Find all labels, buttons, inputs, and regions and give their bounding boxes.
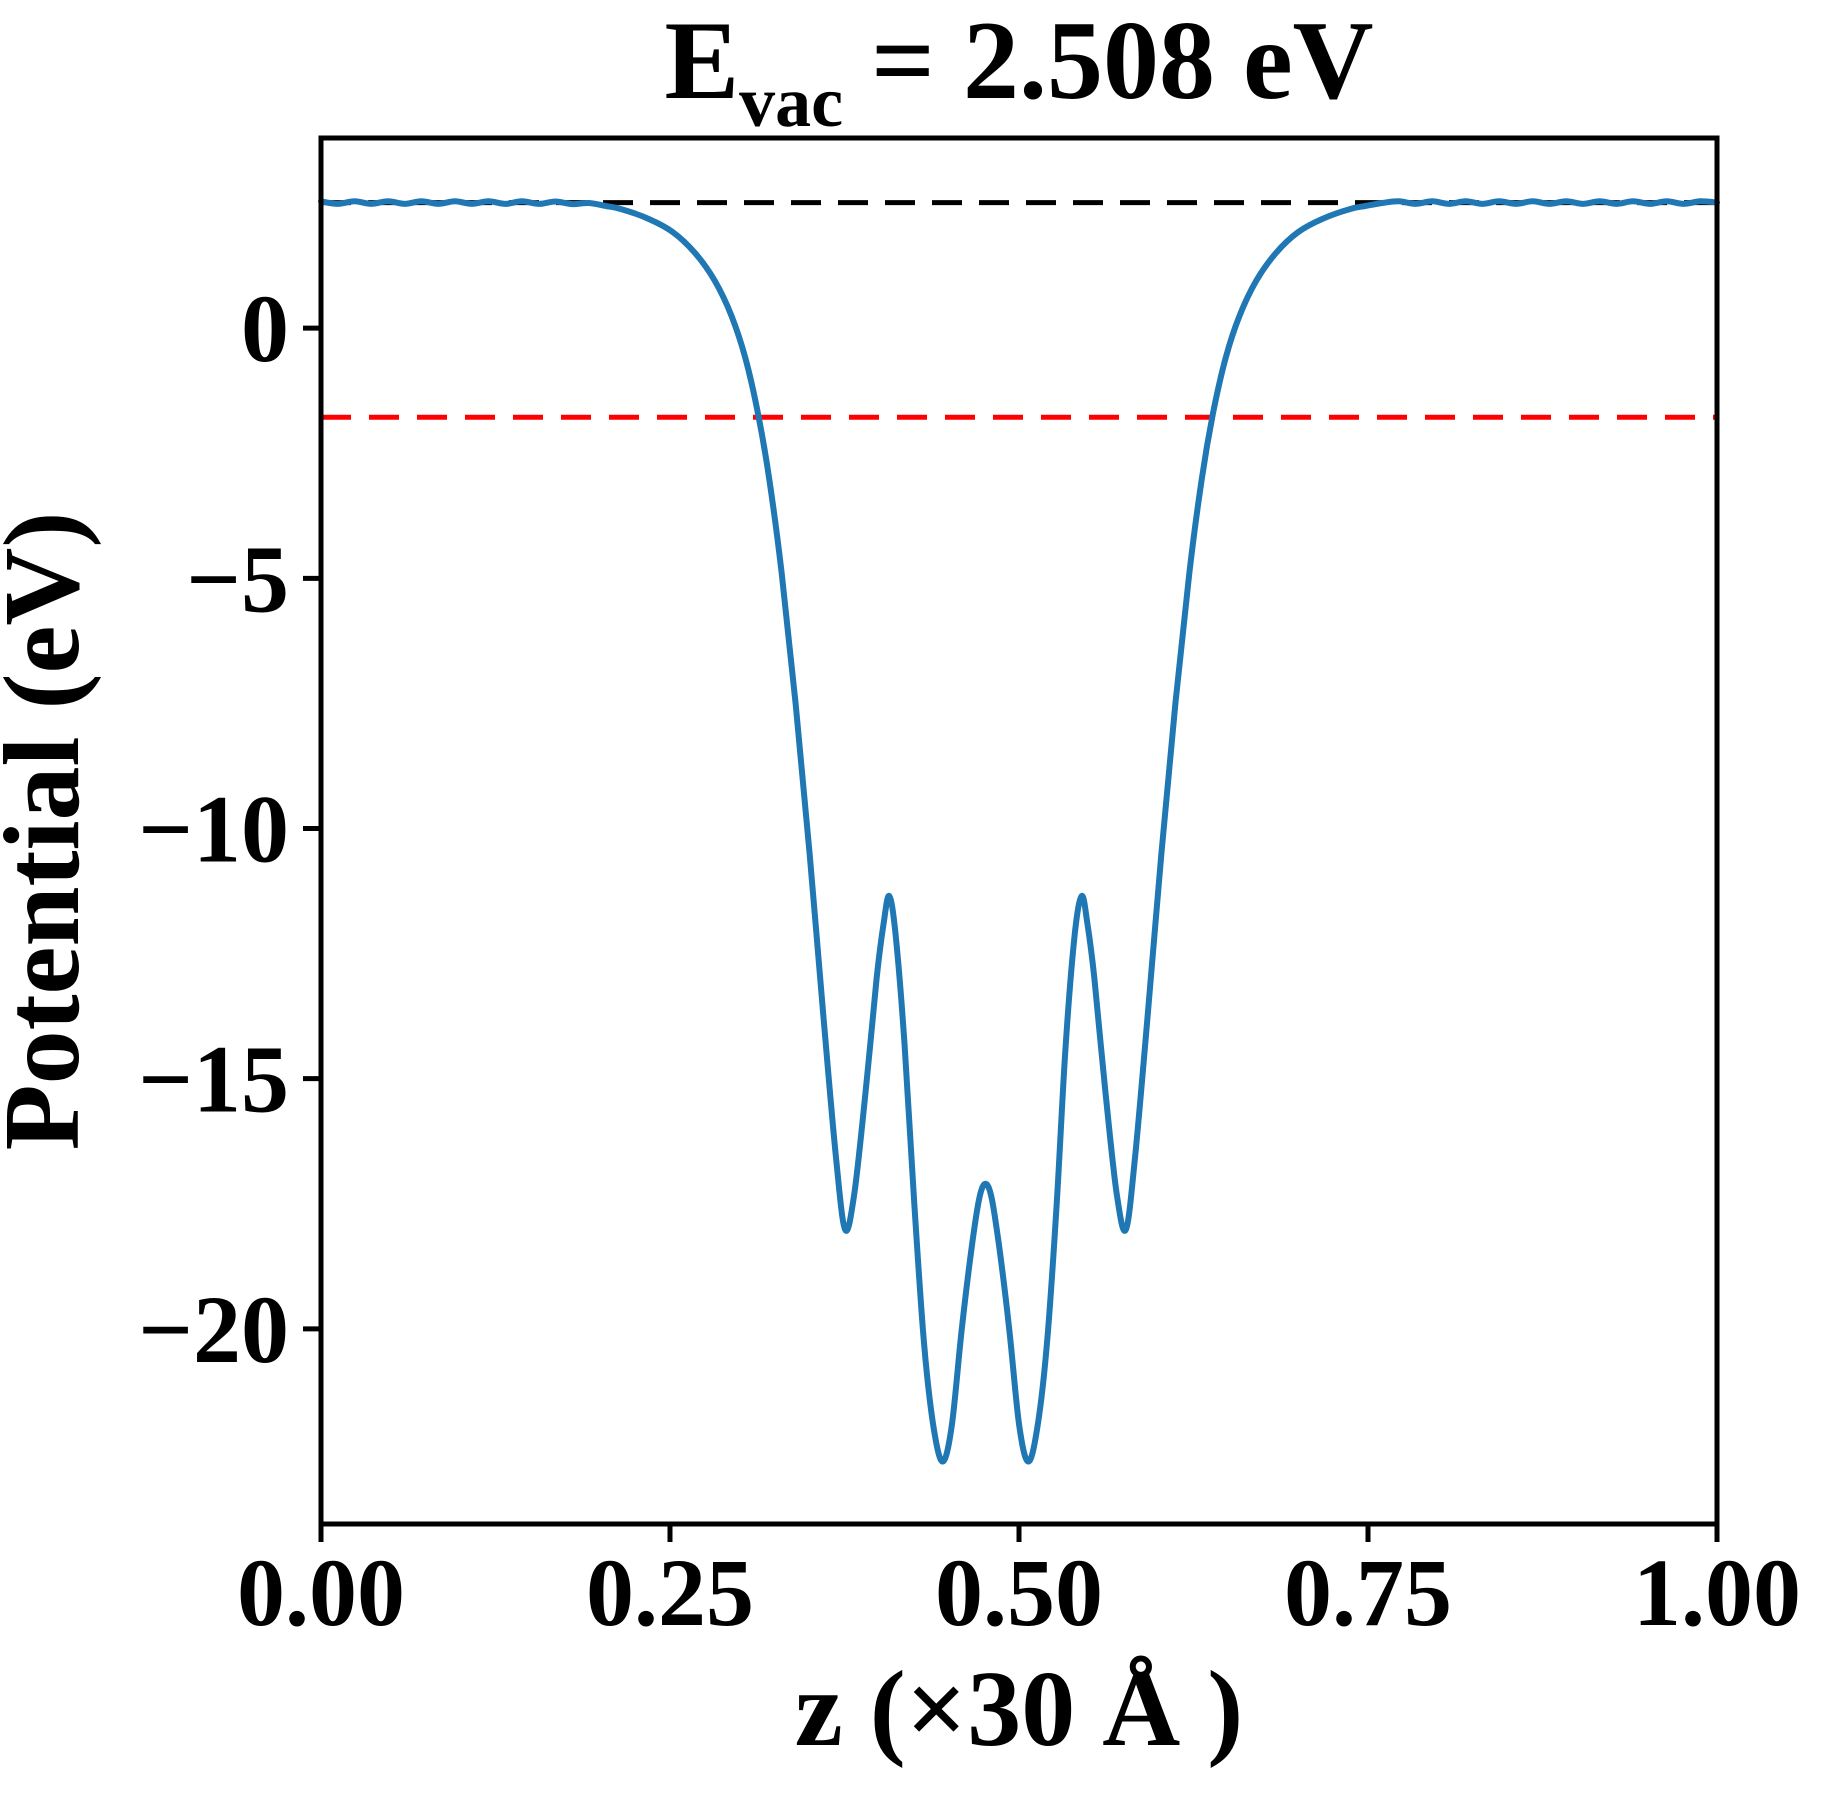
x-tick-label: 0.25 bbox=[586, 1539, 754, 1646]
plot-frame bbox=[318, 135, 1720, 1527]
y-axis-ticks: 0 −5 −10 −15 −20 bbox=[138, 275, 321, 1383]
y-tick-label: 0 bbox=[241, 275, 289, 382]
y-tick-label: −5 bbox=[186, 525, 289, 632]
x-tick-label: 1.00 bbox=[1633, 1539, 1801, 1646]
y-tick-label: −15 bbox=[138, 1026, 289, 1133]
title-value: = 2.508 eV bbox=[843, 0, 1373, 123]
y-axis-label: Potential (eV) bbox=[0, 512, 102, 1151]
chart-title: Evac = 2.508 eV bbox=[664, 0, 1373, 142]
y-tick-label: −20 bbox=[138, 1276, 289, 1383]
title-subscript: vac bbox=[739, 62, 843, 142]
y-tick-label: −10 bbox=[138, 775, 289, 882]
x-tick-label: 0.00 bbox=[237, 1539, 405, 1646]
x-axis-ticks: 0.00 0.25 0.50 0.75 1.00 bbox=[237, 1524, 1801, 1646]
potential-curve bbox=[318, 198, 1720, 1465]
x-axis-label: z (×30 Å ) bbox=[795, 1650, 1243, 1769]
reference-lines bbox=[321, 200, 1717, 420]
x-tick-label: 0.50 bbox=[935, 1539, 1103, 1646]
x-tick-label: 0.75 bbox=[1284, 1539, 1452, 1646]
title-base: E bbox=[664, 0, 739, 123]
